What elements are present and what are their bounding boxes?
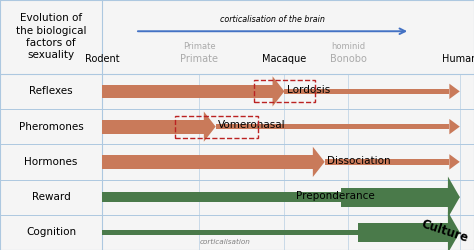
- Text: Primate: Primate: [180, 54, 218, 64]
- Polygon shape: [102, 120, 204, 134]
- Polygon shape: [204, 112, 216, 142]
- Polygon shape: [448, 186, 460, 209]
- Polygon shape: [216, 124, 449, 130]
- Text: Reward: Reward: [32, 192, 70, 202]
- Text: Reflexes: Reflexes: [29, 86, 73, 96]
- Text: Human: Human: [442, 54, 474, 64]
- Polygon shape: [448, 212, 460, 250]
- Text: corticalisation of the brain: corticalisation of the brain: [220, 15, 325, 24]
- Text: Macaque: Macaque: [262, 54, 307, 64]
- Polygon shape: [102, 155, 313, 169]
- Polygon shape: [415, 227, 427, 238]
- Polygon shape: [284, 88, 449, 94]
- Polygon shape: [449, 119, 460, 134]
- Polygon shape: [102, 84, 273, 98]
- Text: Cognition: Cognition: [26, 228, 76, 237]
- Polygon shape: [273, 76, 284, 106]
- Polygon shape: [341, 188, 448, 206]
- Text: Vomeronasal: Vomeronasal: [218, 120, 286, 130]
- Polygon shape: [102, 192, 448, 202]
- Polygon shape: [449, 84, 460, 99]
- Polygon shape: [325, 159, 449, 164]
- Text: Dissociation: Dissociation: [327, 156, 391, 166]
- Text: Hormones: Hormones: [24, 157, 78, 167]
- Text: Lordosis: Lordosis: [287, 85, 330, 95]
- Text: Bonobo: Bonobo: [330, 54, 367, 64]
- Text: Primate: Primate: [183, 42, 215, 51]
- Text: hominid: hominid: [331, 42, 365, 51]
- Polygon shape: [313, 147, 325, 177]
- Text: Rodent: Rodent: [84, 54, 119, 64]
- Text: corticalisation: corticalisation: [200, 239, 251, 245]
- Text: Preponderance: Preponderance: [296, 191, 375, 201]
- Text: Pheromones: Pheromones: [18, 122, 83, 132]
- Text: Culture: Culture: [419, 218, 470, 245]
- Polygon shape: [102, 230, 415, 235]
- Polygon shape: [448, 176, 460, 218]
- Polygon shape: [449, 154, 460, 170]
- Text: Evolution of
the biological
factors of
sexuality: Evolution of the biological factors of s…: [16, 13, 86, 60]
- Polygon shape: [358, 223, 448, 242]
